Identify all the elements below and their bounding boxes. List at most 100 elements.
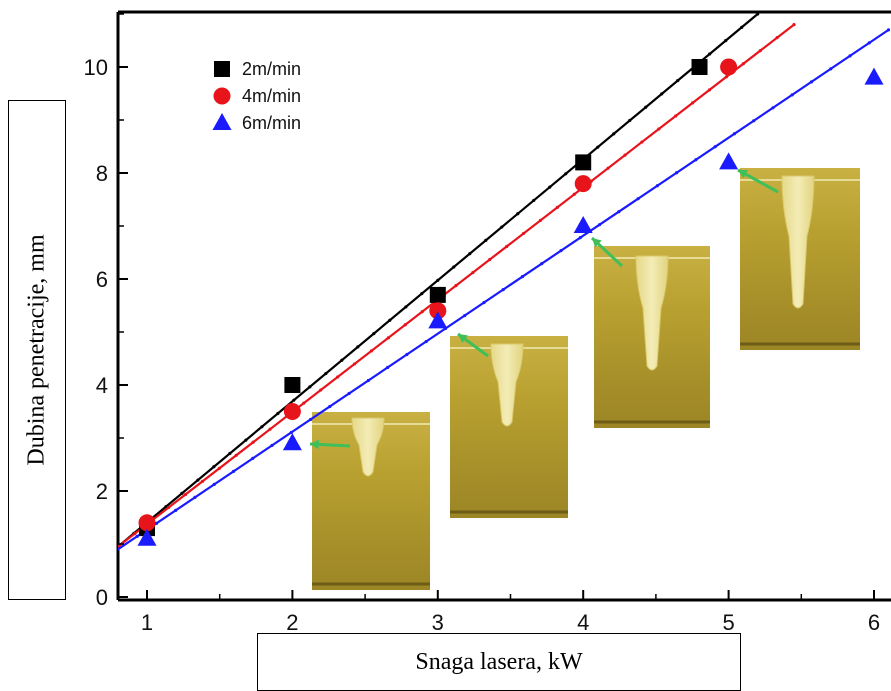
fit-line-dot (521, 231, 526, 236)
fit-line-dot (251, 456, 255, 461)
fit-line-dot (532, 198, 536, 203)
fit-line-dot (270, 443, 274, 448)
fit-line-dot (452, 265, 456, 269)
fit-line-dot (356, 345, 360, 349)
fit-line-dot (228, 451, 232, 456)
fit-line-dot (732, 132, 737, 136)
fit-line-dot (713, 145, 717, 149)
fit-line-dot (756, 12, 760, 16)
fit-line-dot (655, 184, 659, 188)
fit-line-dot (775, 36, 779, 40)
fit-line-dot (193, 495, 197, 499)
fit-line-dot (403, 323, 407, 327)
fit-line-dot (308, 385, 312, 389)
y-tick-label: 6 (96, 267, 108, 292)
fit-line-dot (758, 49, 762, 53)
fit-line-dot (196, 478, 200, 482)
data-point-circle (283, 403, 301, 420)
fit-line-dot (292, 398, 296, 402)
fit-line-dot (276, 411, 280, 416)
fit-line-dot (538, 218, 543, 222)
fit-line-dot (244, 438, 248, 442)
arrow-head-icon (592, 238, 602, 248)
weld-bead (490, 343, 524, 427)
weld-bead (635, 255, 669, 371)
fit-line-dot (366, 378, 370, 383)
fit-line-dot (388, 318, 392, 322)
fit-line-dot (482, 300, 486, 305)
fit-line-dot (628, 118, 632, 123)
data-point-circle (429, 302, 447, 320)
data-point-triangle (864, 67, 884, 85)
fit-line-dot (217, 466, 221, 470)
arrow-head-icon (738, 170, 748, 179)
fit-line-dot (234, 453, 238, 457)
data-point-circle (574, 175, 592, 193)
legend-label: 2m/min (242, 59, 301, 79)
data-point-square (691, 59, 708, 75)
fit-line-dot (676, 78, 680, 83)
fit-line-dot (644, 105, 648, 109)
fit-line-dot (516, 212, 520, 216)
fit-line-dot (174, 508, 178, 512)
fit-line-dot (559, 249, 563, 253)
fit-line-dot (548, 185, 552, 189)
y-tick-label: 2 (96, 479, 108, 504)
y-tick-label: 4 (96, 373, 108, 398)
x-tick-label: 3 (432, 610, 444, 635)
fit-line-dot (792, 23, 796, 27)
fit-line-dot (771, 106, 775, 110)
fit-line-dot (694, 158, 698, 162)
x-tick-label: 6 (868, 610, 880, 635)
arrow-head-icon (310, 439, 320, 450)
fit-line-dot (251, 440, 255, 444)
fit-line-dot (708, 52, 712, 56)
fit-line-dot (289, 430, 293, 435)
weld-bead (351, 417, 385, 477)
fit-line-dot (319, 388, 323, 392)
fit-line-dot (612, 132, 616, 136)
fit-line-dot (505, 244, 509, 249)
legend-marker-triangle (212, 113, 232, 130)
fit-line-dot (790, 93, 794, 97)
fit-line-dot (606, 166, 610, 170)
fit-line-dot (520, 275, 525, 279)
fit-line-dot (352, 362, 357, 366)
fit-line-dot (752, 119, 756, 123)
fit-line-dot (135, 534, 139, 538)
legend-marker-square (214, 61, 230, 77)
fit-line-dot (154, 521, 159, 525)
data-point-triangle (282, 433, 302, 451)
fit-line-dot (596, 145, 600, 149)
fit-line-dot (463, 313, 467, 318)
fit-line-dot (484, 238, 488, 242)
legend-label: 6m/min (242, 113, 301, 133)
legend-label: 4m/min (242, 86, 301, 106)
legend-marker-circle (213, 87, 231, 105)
fit-line-dot (347, 391, 351, 396)
y-axis-label: Dubina penetracije, mm (23, 234, 50, 466)
x-axis-label: Snaga lasera, kW (415, 648, 583, 675)
data-point-square (284, 377, 301, 393)
fit-line-dot (657, 127, 661, 131)
fit-line-dot (829, 67, 833, 71)
fit-line-dot (555, 205, 559, 209)
x-tick-label: 4 (577, 610, 589, 635)
fit-line-dot (231, 469, 236, 473)
fit-line-dot (886, 28, 891, 32)
fit-line-dot (500, 225, 504, 229)
data-point-square (429, 286, 446, 303)
fit-line-dot (260, 425, 264, 429)
fit-line-dot (691, 101, 695, 105)
fit-line-dot (724, 39, 728, 43)
fit-line-dot (640, 140, 644, 144)
fit-line-dot (707, 88, 712, 92)
fit-line-dot (340, 358, 344, 362)
fit-line-dot (133, 531, 137, 536)
data-point-triangle (137, 528, 157, 546)
fit-line-dot (420, 310, 424, 314)
weld-cross-section-inset (590, 236, 710, 428)
fit-line-dot (597, 223, 602, 227)
fit-line-dot (454, 284, 458, 288)
fit-line-dot (578, 236, 582, 240)
